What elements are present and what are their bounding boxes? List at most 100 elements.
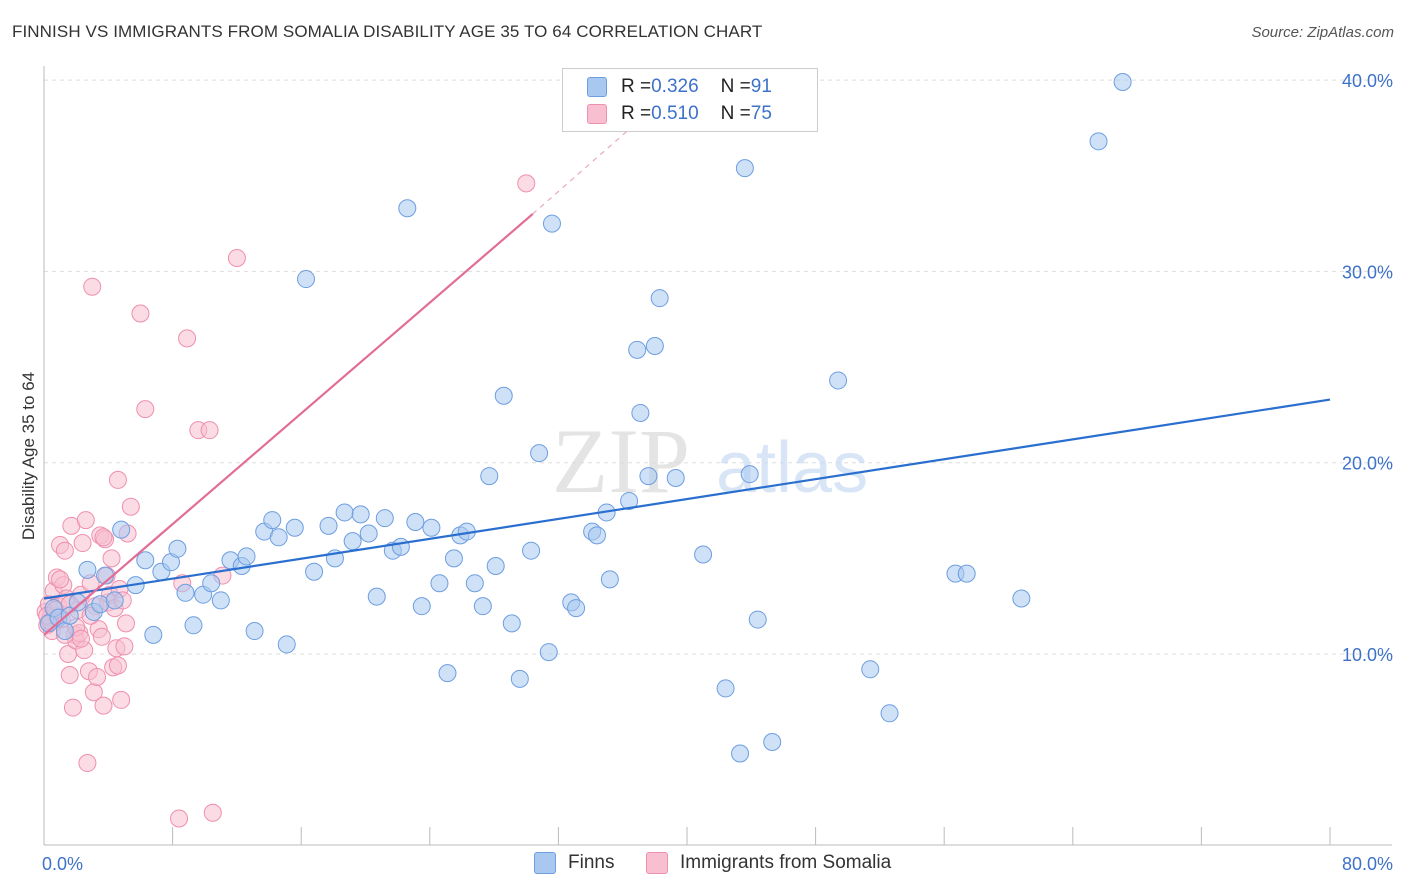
finns-point	[335, 503, 354, 522]
source-label: Source: ZipAtlas.com	[1251, 24, 1394, 41]
finns-point	[136, 551, 155, 570]
finns-point	[367, 587, 386, 606]
somalia-point	[116, 614, 135, 633]
watermark-atlas: atlas	[716, 428, 868, 508]
finns-point	[444, 549, 463, 568]
finns-point	[473, 597, 492, 616]
finns-point	[422, 518, 441, 537]
legend-item-finns: Finns	[534, 852, 614, 874]
finns-point	[522, 541, 541, 560]
finns-point	[60, 606, 79, 625]
watermark-zip: ZIP	[552, 410, 690, 512]
somalia-trend-extension	[532, 127, 632, 215]
legend-item-somalia: Immigrants from Somalia	[646, 852, 891, 874]
legend-row-finns: R = 0.326 N = 91	[587, 75, 772, 99]
y-tick-label: 20.0%	[1342, 454, 1393, 474]
somalia-point	[131, 304, 150, 323]
finns-point	[600, 570, 619, 589]
finns-point	[735, 159, 754, 178]
finns-point	[639, 467, 658, 486]
finns-point	[861, 660, 880, 679]
finns-point	[486, 557, 505, 576]
y-tick-label: 10.0%	[1342, 645, 1393, 665]
finns-point	[269, 528, 288, 547]
somalia-point	[73, 534, 92, 553]
finns-point	[628, 340, 647, 359]
finns-point	[105, 591, 124, 610]
finns-point	[645, 337, 664, 356]
somalia-point	[51, 570, 70, 589]
y-tick-label: 40.0%	[1342, 71, 1393, 91]
series-somalia	[36, 174, 536, 828]
finns-point	[430, 574, 449, 593]
finns-point	[202, 574, 221, 593]
finns-point	[465, 574, 484, 593]
legend-swatch-somalia	[587, 104, 607, 124]
finns-point	[184, 616, 203, 635]
finns-point	[480, 467, 499, 486]
somalia-point	[63, 698, 82, 717]
finns-point	[359, 524, 378, 543]
legend-r-value: 0.510	[651, 103, 699, 124]
finns-point	[375, 509, 394, 528]
somalia-point	[170, 809, 189, 828]
finns-point	[263, 511, 282, 530]
watermark: ZIP atlas	[552, 410, 868, 512]
legend-label-somalia: Immigrants from Somalia	[680, 852, 892, 873]
somalia-point	[94, 696, 113, 715]
finns-point	[957, 564, 976, 583]
finns-point	[666, 469, 685, 488]
legend-r-value: 0.326	[651, 76, 699, 97]
legend-row-somalia: R = 0.510 N = 75	[587, 102, 772, 126]
legend-r-label: R =	[621, 103, 652, 124]
legend-swatch-somalia	[646, 852, 668, 874]
finns-point	[412, 597, 431, 616]
finns-point	[305, 562, 324, 581]
finns-point	[237, 547, 256, 566]
finns-point	[406, 513, 425, 532]
finns-point	[245, 622, 264, 641]
finns-point	[510, 669, 529, 688]
finns-point	[539, 643, 558, 662]
finns-point	[78, 560, 97, 579]
finns-point	[587, 526, 606, 545]
correlation-legend: R = 0.326 N = 91 R = 0.510 N = 75	[562, 68, 818, 132]
finns-point	[694, 545, 713, 564]
legend-swatch-finns	[534, 852, 556, 874]
x-tick-label: 80.0%	[1342, 854, 1393, 874]
somalia-point	[102, 549, 121, 568]
legend-n-label: N =	[720, 103, 751, 124]
somalia-point	[203, 803, 222, 822]
finns-point	[398, 199, 417, 218]
finns-point	[277, 635, 296, 654]
finns-point	[285, 518, 304, 537]
finns-point	[542, 214, 561, 233]
finns-point	[176, 583, 195, 602]
series-legend: Finns Immigrants from Somalia	[0, 852, 1406, 878]
trend-lines	[43, 127, 1331, 636]
finns-point	[1113, 73, 1132, 92]
gridlines	[44, 79, 1392, 655]
finns-point	[731, 744, 750, 763]
finns-point	[502, 614, 521, 633]
somalia-point	[83, 277, 102, 296]
somalia-point	[71, 629, 90, 648]
finns-point	[880, 704, 899, 723]
y-axis-label: Disability Age 35 to 64	[19, 372, 38, 540]
finns-point	[829, 371, 848, 390]
finns-point	[55, 622, 74, 641]
finns-point	[144, 625, 163, 644]
finns-point	[530, 444, 549, 463]
finns-point	[391, 537, 410, 556]
somalia-point	[121, 497, 140, 516]
finns-point	[211, 591, 230, 610]
somalia-point	[115, 637, 134, 656]
axes	[43, 66, 1392, 846]
somalia-point	[92, 627, 111, 646]
finns-point	[168, 539, 187, 558]
tick-labels: 10.0% 20.0% 30.0% 40.0% 0.0% 80.0%	[42, 71, 1393, 874]
somalia-point	[112, 690, 131, 709]
somalia-point	[108, 470, 127, 489]
somalia-trend-line	[43, 213, 534, 636]
finns-point	[494, 386, 513, 405]
